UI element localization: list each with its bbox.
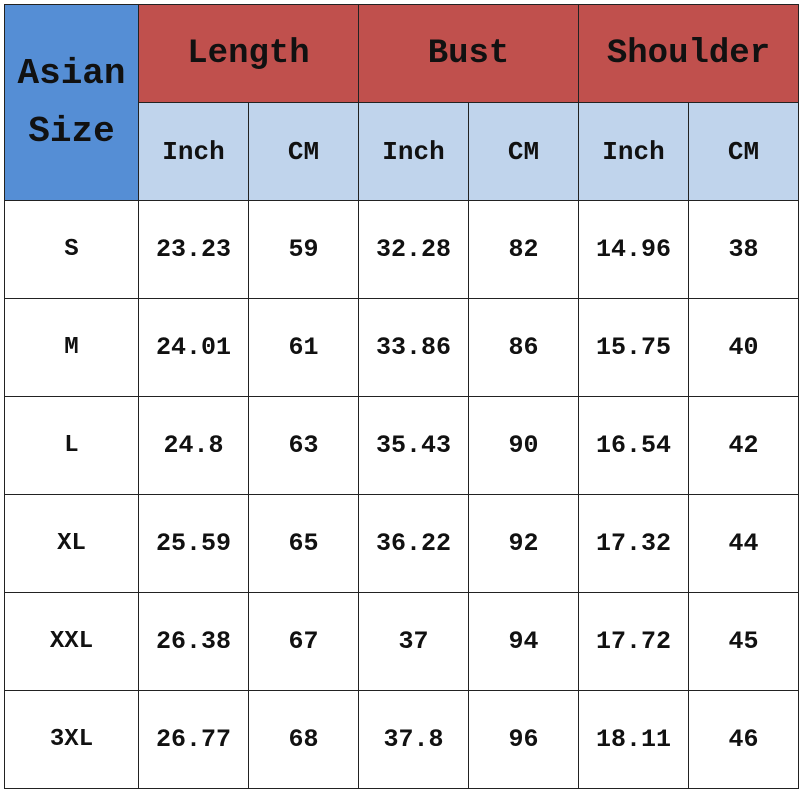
table-row: L 24.8 63 35.43 90 16.54 42: [4, 396, 799, 495]
value-cell: 25.59: [138, 494, 249, 593]
size-header-line2: Size: [28, 110, 115, 152]
value-cell: 44: [688, 494, 799, 593]
value-cell: 26.77: [138, 690, 249, 789]
value-cell: 16.54: [578, 396, 689, 495]
unit-header-inch: Inch: [578, 102, 689, 201]
value-cell: 36.22: [358, 494, 469, 593]
value-cell: 96: [468, 690, 579, 789]
value-cell: 61: [248, 298, 359, 397]
value-cell: 35.43: [358, 396, 469, 495]
size-chart-table: Asian Size Length Bust Shoulder Inch CM In…: [4, 4, 799, 789]
value-cell: 33.86: [358, 298, 469, 397]
value-cell: 68: [248, 690, 359, 789]
table-row: XXL 26.38 67 37 94 17.72 45: [4, 592, 799, 691]
value-cell: 17.32: [578, 494, 689, 593]
size-cell: S: [4, 200, 139, 299]
value-cell: 37: [358, 592, 469, 691]
value-cell: 65: [248, 494, 359, 593]
table-row: XL 25.59 65 36.22 92 17.32 44: [4, 494, 799, 593]
table-row: 3XL 26.77 68 37.8 96 18.11 46: [4, 690, 799, 789]
size-header-line1: Asian: [17, 52, 126, 94]
size-cell: M: [4, 298, 139, 397]
length-header: Length: [138, 4, 359, 103]
value-cell: 92: [468, 494, 579, 593]
value-cell: 23.23: [138, 200, 249, 299]
value-cell: 32.28: [358, 200, 469, 299]
value-cell: 17.72: [578, 592, 689, 691]
group-header-row: Asian Size Length Bust Shoulder: [4, 4, 799, 201]
value-cell: 46: [688, 690, 799, 789]
value-cell: 86: [468, 298, 579, 397]
bust-header: Bust: [358, 4, 579, 103]
value-cell: 94: [468, 592, 579, 691]
value-cell: 14.96: [578, 200, 689, 299]
value-cell: 37.8: [358, 690, 469, 789]
unit-header-cm: CM: [468, 102, 579, 201]
value-cell: 15.75: [578, 298, 689, 397]
value-cell: 59: [248, 200, 359, 299]
size-cell: L: [4, 396, 139, 495]
shoulder-header: Shoulder: [578, 4, 799, 103]
table-row: M 24.01 61 33.86 86 15.75 40: [4, 298, 799, 397]
unit-header-inch: Inch: [358, 102, 469, 201]
unit-header-row: Inch CM Inch CM Inch CM: [5, 102, 799, 201]
value-cell: 45: [688, 592, 799, 691]
asian-size-header: Asian Size: [4, 4, 139, 201]
unit-header-cm: CM: [688, 102, 799, 201]
value-cell: 90: [468, 396, 579, 495]
unit-header-inch: Inch: [138, 102, 249, 201]
value-cell: 63: [248, 396, 359, 495]
value-cell: 26.38: [138, 592, 249, 691]
size-cell: 3XL: [4, 690, 139, 789]
value-cell: 38: [688, 200, 799, 299]
value-cell: 24.01: [138, 298, 249, 397]
value-cell: 67: [248, 592, 359, 691]
table-row: S 23.23 59 32.28 82 14.96 38: [4, 200, 799, 299]
size-cell: XXL: [4, 592, 139, 691]
value-cell: 40: [688, 298, 799, 397]
value-cell: 18.11: [578, 690, 689, 789]
value-cell: 82: [468, 200, 579, 299]
value-cell: 24.8: [138, 396, 249, 495]
value-cell: 42: [688, 396, 799, 495]
size-cell: XL: [4, 494, 139, 593]
unit-header-cm: CM: [248, 102, 359, 201]
